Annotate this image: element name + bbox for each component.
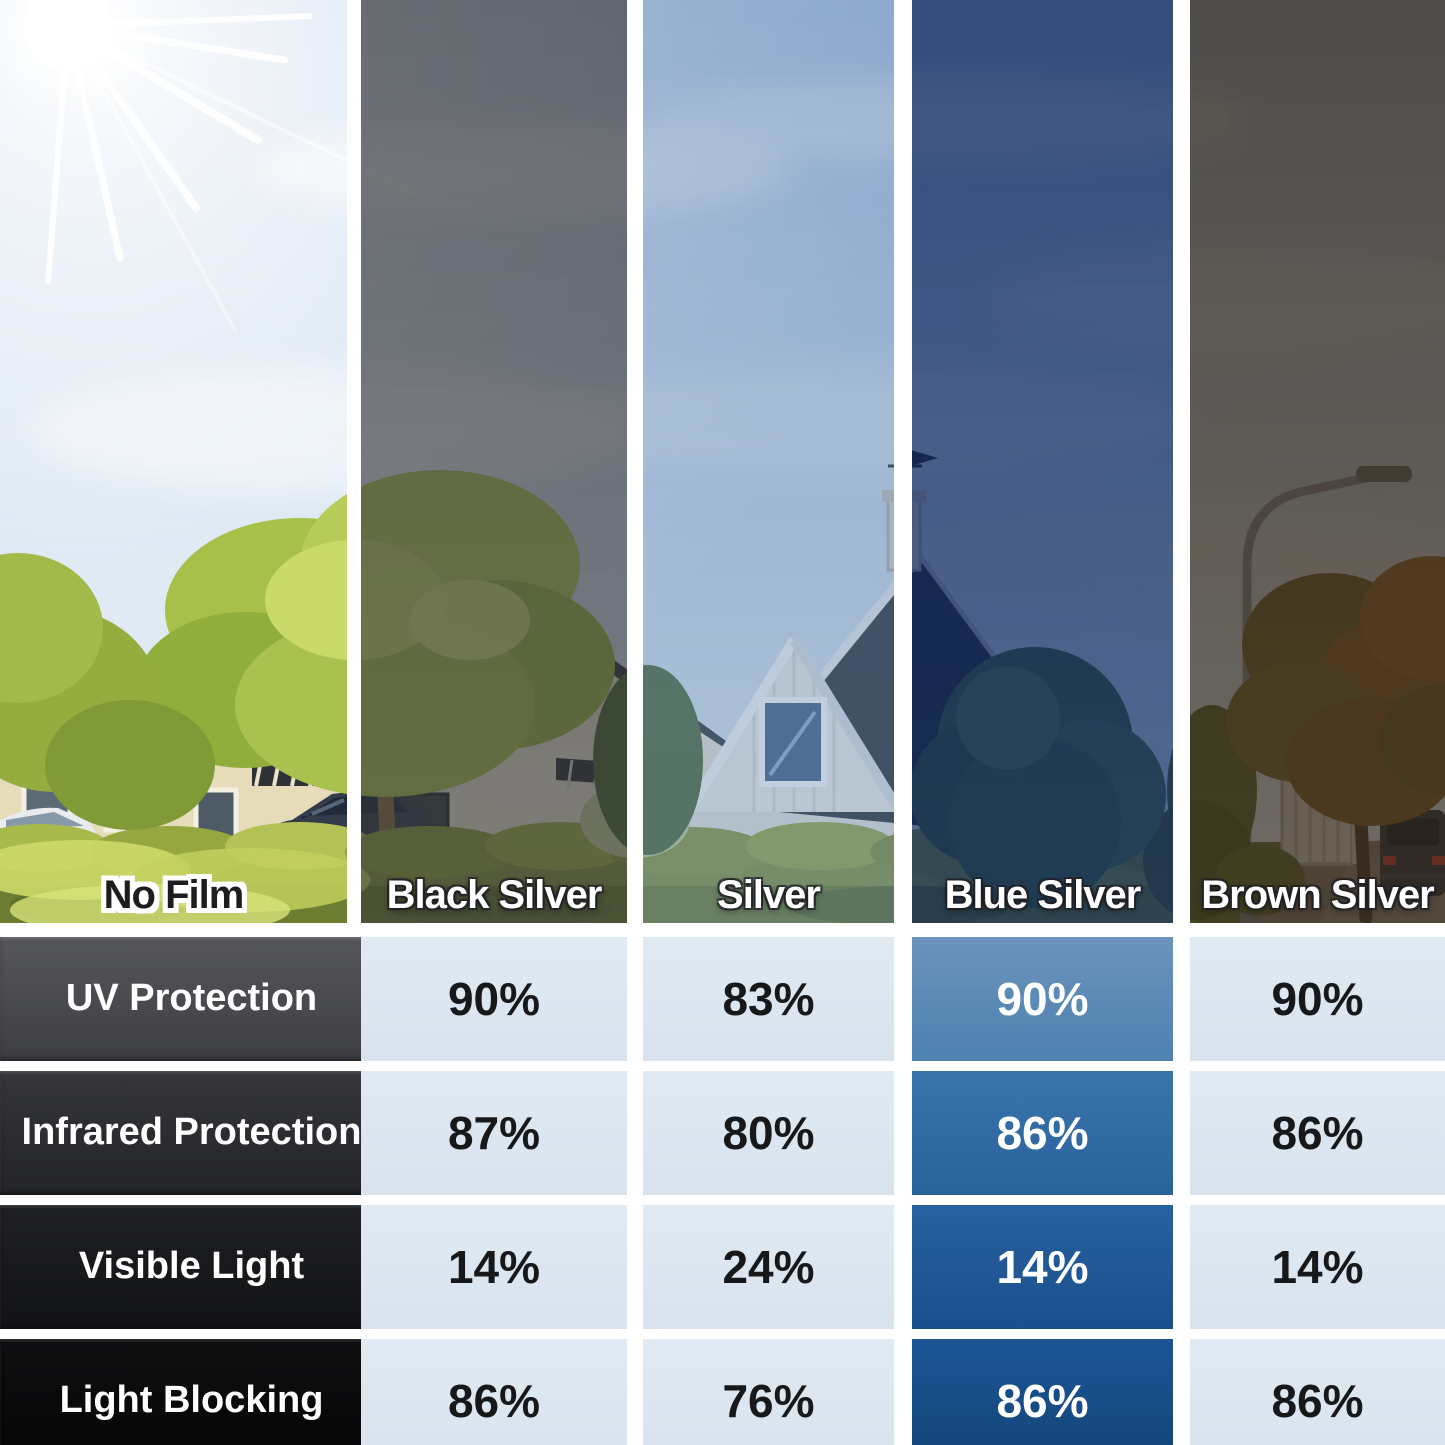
value-cell-silver-uv: 83% xyxy=(643,937,894,1061)
metric-label-light-blocking: Light Blocking xyxy=(0,1339,383,1445)
value-cell-black-silver-vl: 14% xyxy=(361,1205,627,1329)
value-cell-silver-ir: 80% xyxy=(643,1071,894,1195)
street-scene-illustration xyxy=(0,0,1445,923)
value-cell-brown-silver-lb: 86% xyxy=(1190,1339,1445,1445)
metric-label-uv-protection: UV Protection xyxy=(0,937,383,1061)
value-cell-blue-silver-ir: 86% xyxy=(912,1071,1173,1195)
value-cell-black-silver-lb: 86% xyxy=(361,1339,627,1445)
value-cell-silver-lb: 76% xyxy=(643,1339,894,1445)
film-label-silver: Silver xyxy=(717,873,821,917)
strip-divider xyxy=(347,0,361,923)
strip-divider xyxy=(1173,0,1190,923)
comparison-photo: No Film Black Silver Silver Blue Silver … xyxy=(0,0,1445,923)
value-cell-black-silver-ir: 87% xyxy=(361,1071,627,1195)
film-label-no-film: No Film xyxy=(103,873,245,917)
film-label-brown-silver: Brown Silver xyxy=(1201,873,1435,917)
value-cell-blue-silver-uv: 90% xyxy=(912,937,1173,1061)
value-cell-blue-silver-vl: 14% xyxy=(912,1205,1173,1329)
film-label-black-silver: Black Silver xyxy=(386,873,603,917)
value-cell-brown-silver-uv: 90% xyxy=(1190,937,1445,1061)
strip-divider xyxy=(894,0,912,923)
metric-label-visible-light: Visible Light xyxy=(0,1205,383,1329)
metric-label-infrared-protection: Infrared Protection xyxy=(0,1071,383,1195)
value-cell-silver-vl: 24% xyxy=(643,1205,894,1329)
film-label-blue-silver: Blue Silver xyxy=(944,873,1142,917)
value-cell-brown-silver-vl: 14% xyxy=(1190,1205,1445,1329)
value-cell-black-silver-uv: 90% xyxy=(361,937,627,1061)
strip-divider xyxy=(627,0,643,923)
value-cell-blue-silver-lb: 86% xyxy=(912,1339,1173,1445)
value-cell-brown-silver-ir: 86% xyxy=(1190,1071,1445,1195)
